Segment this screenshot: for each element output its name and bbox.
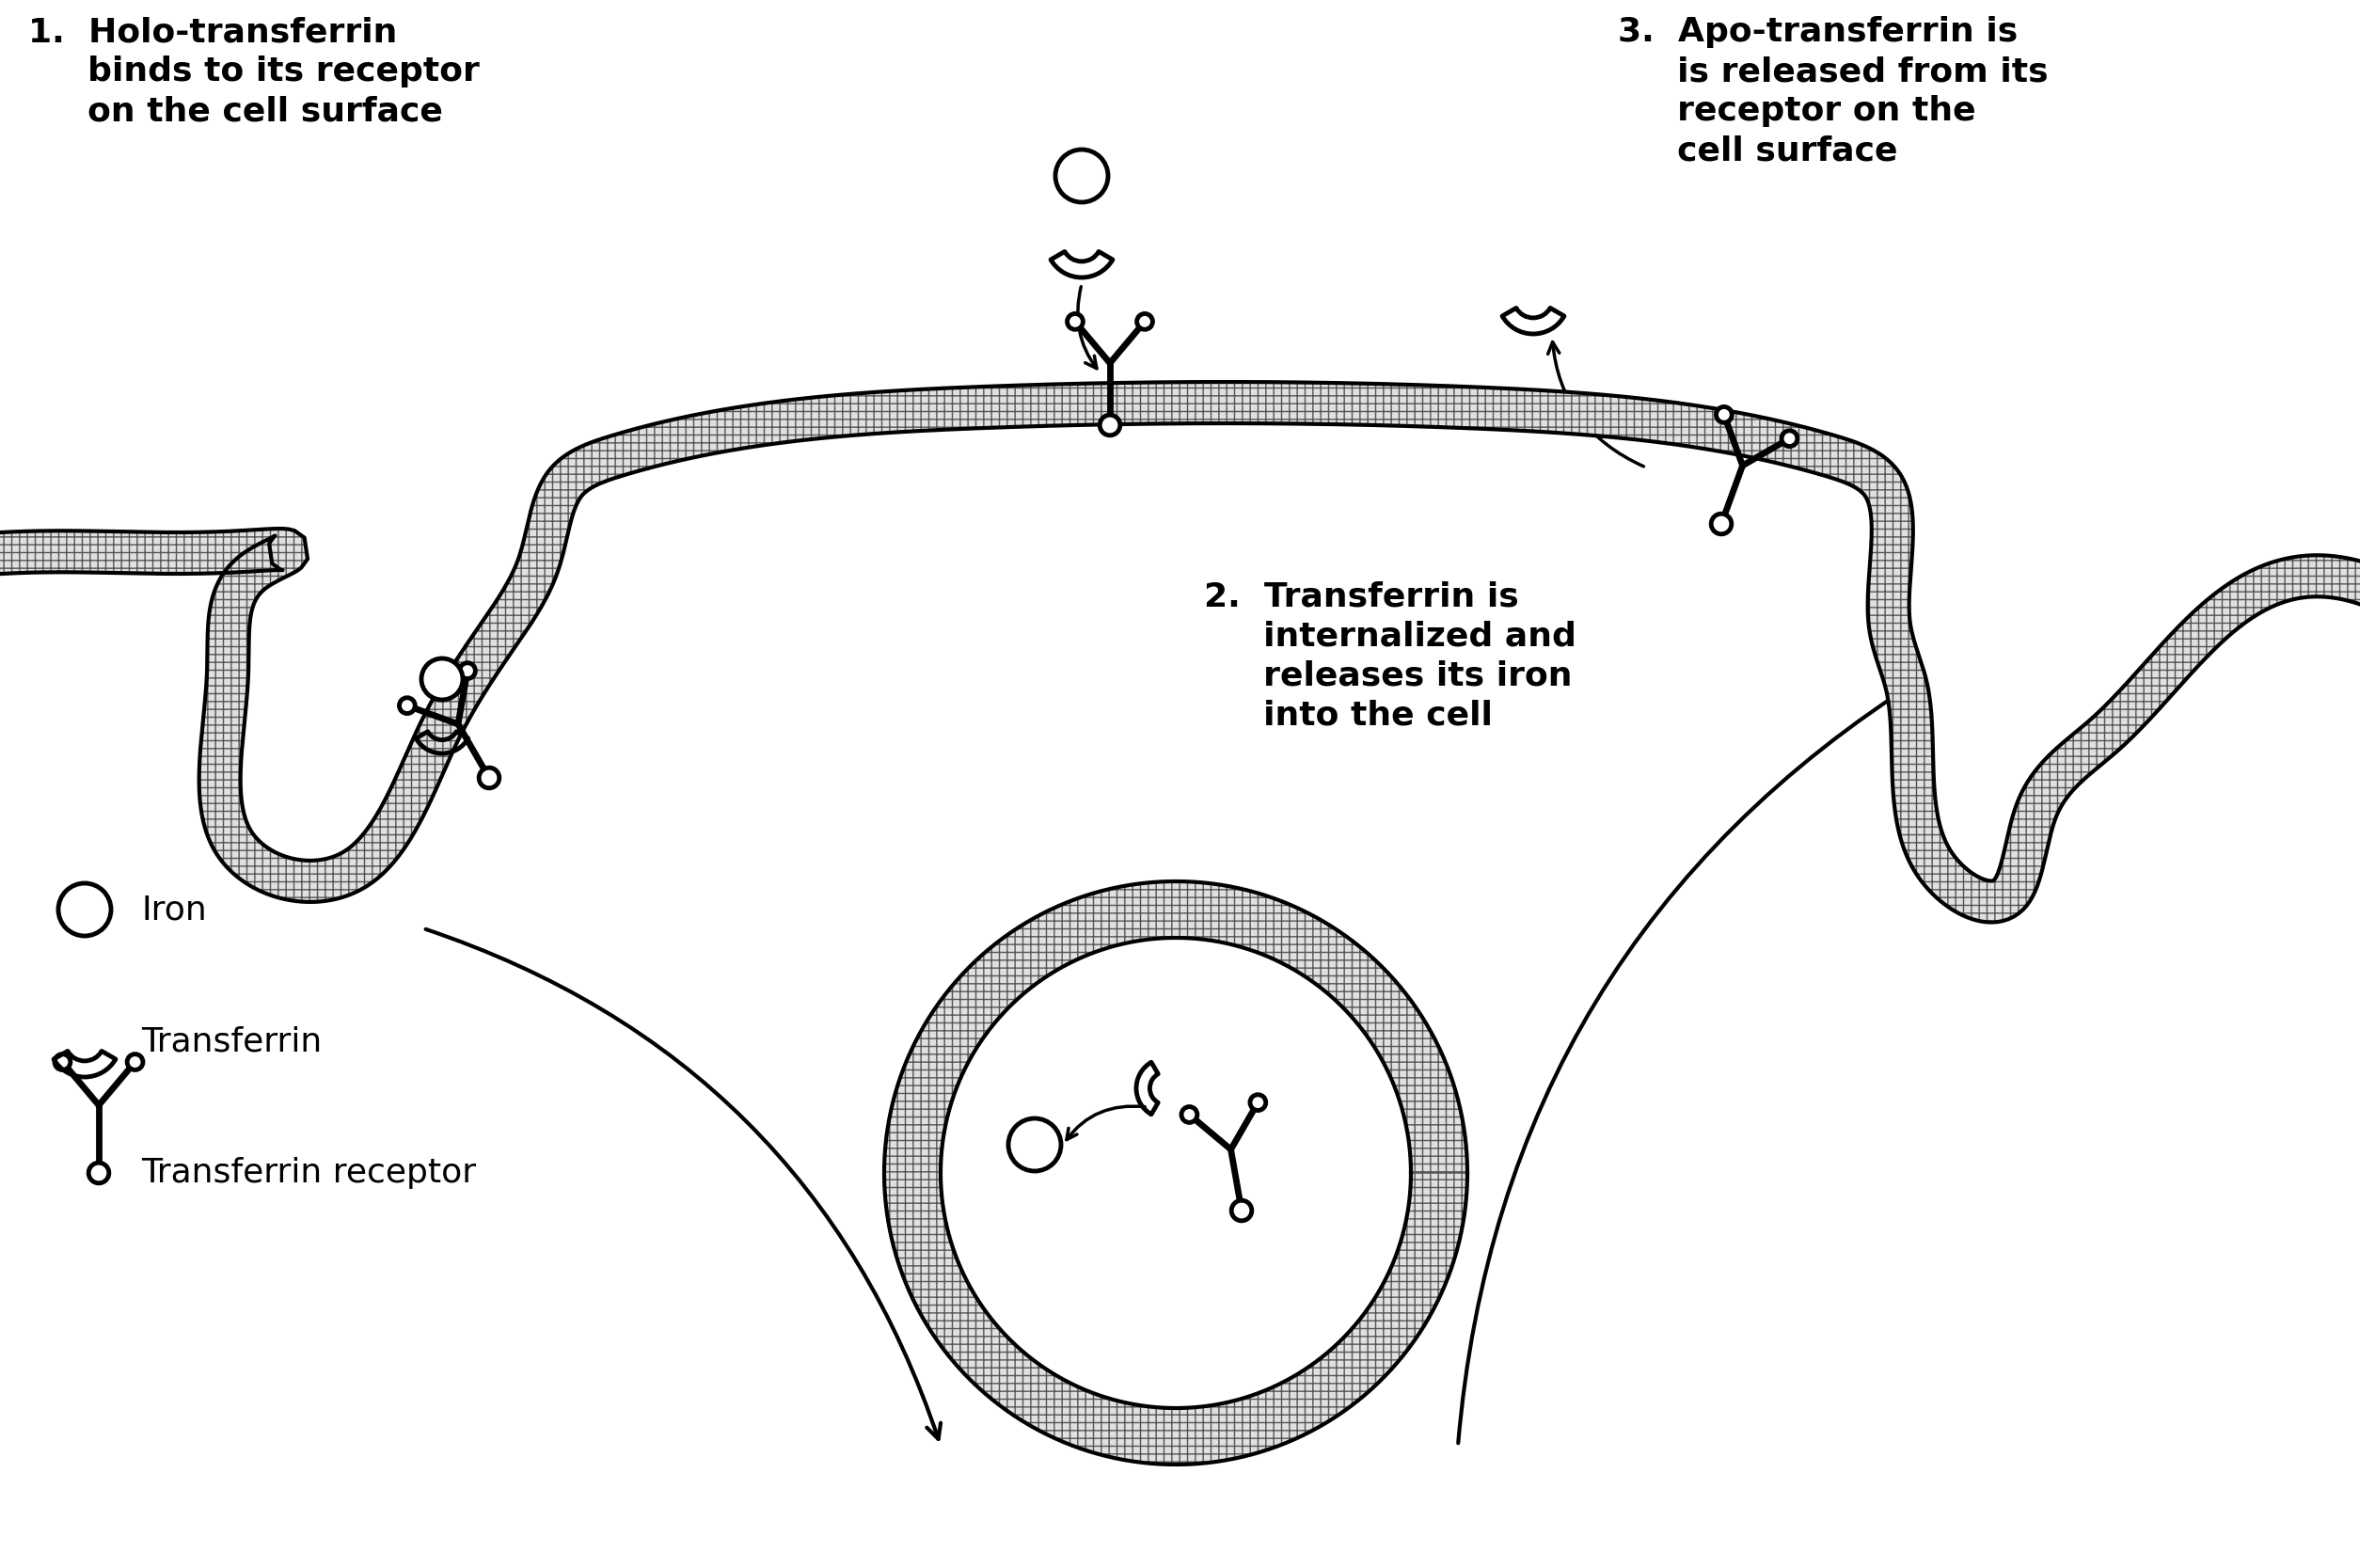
Text: 1.  Holo-transferrin
     binds to its receptor
     on the cell surface: 1. Holo-transferrin binds to its recepto… <box>28 16 479 127</box>
Circle shape <box>1008 1118 1062 1171</box>
Polygon shape <box>885 881 1468 1465</box>
Circle shape <box>1067 314 1083 329</box>
Circle shape <box>90 1163 109 1184</box>
Circle shape <box>942 939 1409 1406</box>
Circle shape <box>59 883 111 936</box>
Circle shape <box>1182 1107 1197 1123</box>
Polygon shape <box>0 383 2360 922</box>
Circle shape <box>399 698 415 713</box>
Text: Transferrin receptor: Transferrin receptor <box>142 1157 477 1189</box>
Circle shape <box>127 1054 144 1069</box>
Circle shape <box>54 1054 71 1069</box>
Circle shape <box>1711 514 1732 535</box>
Circle shape <box>1782 431 1798 447</box>
Text: 3.  Apo-transferrin is
     is released from its
     receptor on the
     cell : 3. Apo-transferrin is is released from i… <box>1619 16 2048 166</box>
Circle shape <box>1716 406 1732 422</box>
Circle shape <box>1232 1201 1251 1221</box>
Circle shape <box>1251 1094 1265 1110</box>
Text: 2.  Transferrin is
     internalized and
     releases its iron
     into the ce: 2. Transferrin is internalized and relea… <box>1204 580 1576 731</box>
Circle shape <box>1100 416 1121 436</box>
Circle shape <box>1055 149 1109 202</box>
Circle shape <box>460 663 474 679</box>
Circle shape <box>479 768 500 789</box>
Circle shape <box>422 659 463 699</box>
Text: Transferrin: Transferrin <box>142 1025 321 1057</box>
Circle shape <box>1138 314 1152 329</box>
Text: Iron: Iron <box>142 894 208 925</box>
